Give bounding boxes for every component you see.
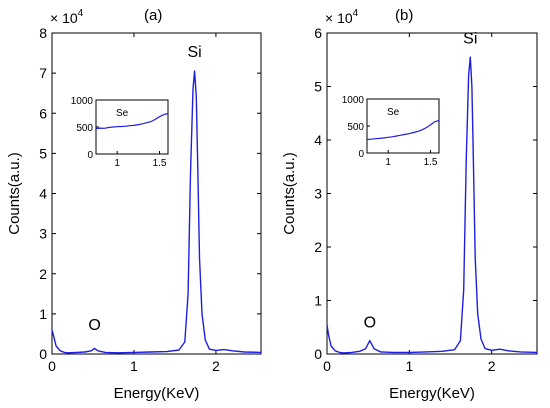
- x-tick-label: 2: [488, 358, 496, 374]
- inset-x-tick-label: 1.5: [424, 157, 438, 168]
- x-tick-label: 1: [405, 358, 413, 374]
- inset-label: Se: [387, 107, 400, 118]
- x-tick-label: 2: [212, 358, 220, 374]
- axes-frame: [51, 32, 262, 355]
- axis-multiplier: × 104: [50, 8, 84, 26]
- inset-line: [95, 112, 169, 130]
- axis-multiplier: × 104: [325, 8, 359, 26]
- inset-x-tick-label: 1: [114, 158, 120, 169]
- x-tick-label: 0: [48, 358, 56, 374]
- axis-multiplier-base: × 10: [325, 10, 353, 26]
- x-axis-label: Energy(KeV): [114, 385, 200, 402]
- inset-plot: 0 500 1000 1 1.5 Se: [71, 96, 169, 169]
- inset-y-tick-label: 500: [76, 123, 93, 134]
- y-tick-label: 1: [314, 293, 322, 309]
- panel-label: (b): [395, 7, 413, 24]
- inset-x-tick-label: 1.5: [153, 158, 167, 169]
- y-tick-label: 5: [314, 79, 322, 95]
- inset-frame: [366, 98, 440, 154]
- peak-label-si: Si: [463, 31, 477, 48]
- inset-frame: [95, 99, 169, 155]
- y-tick-label: 3: [39, 226, 47, 242]
- peak-label-o: O: [88, 317, 100, 334]
- spectrum-line: [326, 56, 538, 354]
- y-tick-label: 6: [314, 25, 322, 41]
- inset-x-tick-label: 1: [385, 157, 391, 168]
- peak-label-si: Si: [187, 44, 201, 61]
- inset-y-tick-label: 1000: [342, 95, 365, 106]
- axis-multiplier-base: × 10: [50, 10, 78, 26]
- inset-y-tick-label: 0: [358, 149, 364, 160]
- y-tick-label: 1: [39, 306, 47, 322]
- axis-multiplier-exponent: 4: [78, 8, 84, 19]
- peak-label-o: O: [364, 314, 376, 331]
- spectrum-line: [51, 70, 262, 354]
- y-tick-label: 2: [314, 239, 322, 255]
- x-tick-label: 1: [130, 358, 138, 374]
- y-tick-label: 2: [39, 266, 47, 282]
- y-tick-label: 7: [39, 65, 47, 81]
- x-tick-label: 0: [323, 358, 331, 374]
- y-tick-label: 8: [39, 25, 47, 41]
- y-tick-label: 0: [39, 346, 47, 362]
- x-axis-label: Energy(KeV): [389, 385, 475, 402]
- y-tick-label: 5: [39, 145, 47, 161]
- inset-y-tick-label: 0: [87, 150, 93, 161]
- inset-label: Se: [116, 108, 129, 119]
- y-axis-label: Counts(a.u.): [281, 152, 298, 235]
- inset-plot: 0 500 1000 1 1.5 Se: [342, 95, 440, 168]
- panel-label: (a): [144, 7, 162, 24]
- y-axis-label: Counts(a.u.): [6, 152, 23, 235]
- inset-line: [366, 120, 440, 141]
- y-tick-label: 3: [314, 186, 322, 202]
- y-tick-label: 6: [39, 105, 47, 121]
- y-tick-label: 4: [314, 132, 322, 148]
- y-tick-label: 4: [39, 186, 47, 202]
- inset-y-tick-label: 500: [347, 122, 364, 133]
- inset-y-tick-label: 1000: [71, 96, 94, 107]
- axis-multiplier-exponent: 4: [353, 8, 359, 19]
- axes-frame: [326, 32, 538, 355]
- y-tick-label: 0: [314, 346, 322, 362]
